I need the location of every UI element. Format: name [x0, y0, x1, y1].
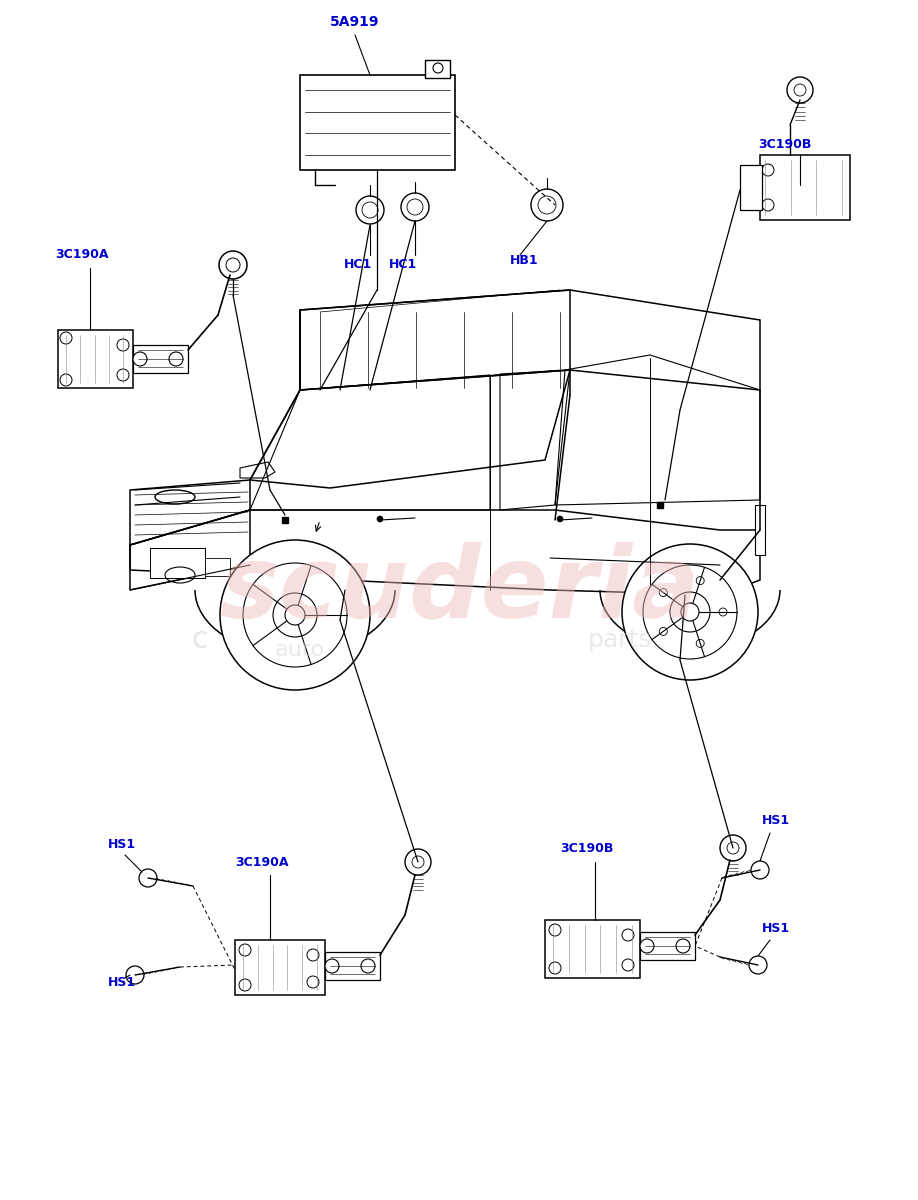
Circle shape	[727, 842, 739, 854]
Circle shape	[362, 202, 378, 218]
Circle shape	[670, 592, 710, 632]
Circle shape	[325, 959, 339, 973]
Text: scuderia: scuderia	[218, 541, 700, 638]
Bar	[150, 548, 205, 578]
Circle shape	[433, 62, 443, 73]
Text: HC1: HC1	[389, 258, 417, 271]
Bar	[425, 60, 450, 78]
Circle shape	[659, 628, 667, 635]
Circle shape	[117, 338, 129, 350]
Circle shape	[640, 938, 654, 953]
Circle shape	[643, 565, 737, 659]
Circle shape	[407, 199, 423, 215]
Circle shape	[239, 944, 251, 956]
Bar	[325, 952, 380, 980]
Circle shape	[794, 84, 806, 96]
Text: HC1: HC1	[344, 258, 372, 271]
Text: HS1: HS1	[108, 976, 136, 989]
Circle shape	[538, 196, 556, 214]
Circle shape	[762, 199, 774, 211]
Circle shape	[117, 370, 129, 382]
Circle shape	[126, 966, 144, 984]
Bar	[760, 155, 850, 220]
Circle shape	[239, 979, 251, 991]
Bar	[755, 505, 765, 554]
Text: c: c	[192, 625, 208, 654]
Text: HS1: HS1	[108, 839, 136, 852]
Circle shape	[696, 640, 704, 647]
Circle shape	[356, 196, 384, 224]
Bar	[640, 932, 695, 960]
Circle shape	[169, 352, 183, 366]
Circle shape	[557, 516, 563, 522]
Circle shape	[762, 164, 774, 176]
Circle shape	[676, 938, 690, 953]
Circle shape	[659, 589, 667, 596]
Circle shape	[787, 77, 813, 103]
Circle shape	[549, 962, 561, 974]
Bar	[58, 330, 133, 388]
Bar	[740, 164, 762, 210]
Circle shape	[307, 976, 319, 988]
Circle shape	[401, 193, 429, 221]
Circle shape	[681, 602, 699, 622]
Circle shape	[60, 332, 72, 344]
Circle shape	[60, 374, 72, 386]
Text: auto: auto	[274, 640, 325, 660]
Circle shape	[377, 516, 383, 522]
Circle shape	[139, 869, 157, 887]
Text: 3C190B: 3C190B	[758, 138, 812, 151]
Circle shape	[133, 352, 147, 366]
Circle shape	[307, 949, 319, 961]
Circle shape	[531, 188, 563, 221]
Text: HS1: HS1	[762, 814, 790, 827]
Circle shape	[719, 608, 727, 616]
Circle shape	[219, 251, 247, 278]
Circle shape	[243, 563, 347, 667]
Circle shape	[749, 956, 767, 974]
Circle shape	[273, 593, 317, 637]
Bar	[133, 346, 188, 373]
Bar	[235, 940, 325, 995]
Circle shape	[622, 544, 758, 680]
Text: 3C190A: 3C190A	[235, 856, 288, 869]
Circle shape	[549, 924, 561, 936]
Circle shape	[696, 577, 704, 584]
Circle shape	[220, 540, 370, 690]
Bar	[205, 558, 230, 576]
Circle shape	[226, 258, 240, 272]
Circle shape	[622, 959, 634, 971]
Circle shape	[720, 835, 746, 862]
Text: parts: parts	[588, 628, 652, 652]
Text: 3C190A: 3C190A	[55, 248, 108, 262]
Text: HB1: HB1	[510, 253, 539, 266]
Circle shape	[361, 959, 375, 973]
Circle shape	[622, 929, 634, 941]
Text: 5A919: 5A919	[330, 14, 380, 29]
Bar	[300, 74, 455, 170]
Circle shape	[285, 605, 305, 625]
Bar	[545, 920, 640, 978]
Bar	[150, 548, 205, 578]
Text: HS1: HS1	[762, 922, 790, 935]
Circle shape	[751, 862, 769, 878]
Circle shape	[405, 850, 431, 875]
Circle shape	[412, 856, 424, 868]
Text: 3C190B: 3C190B	[560, 841, 613, 854]
